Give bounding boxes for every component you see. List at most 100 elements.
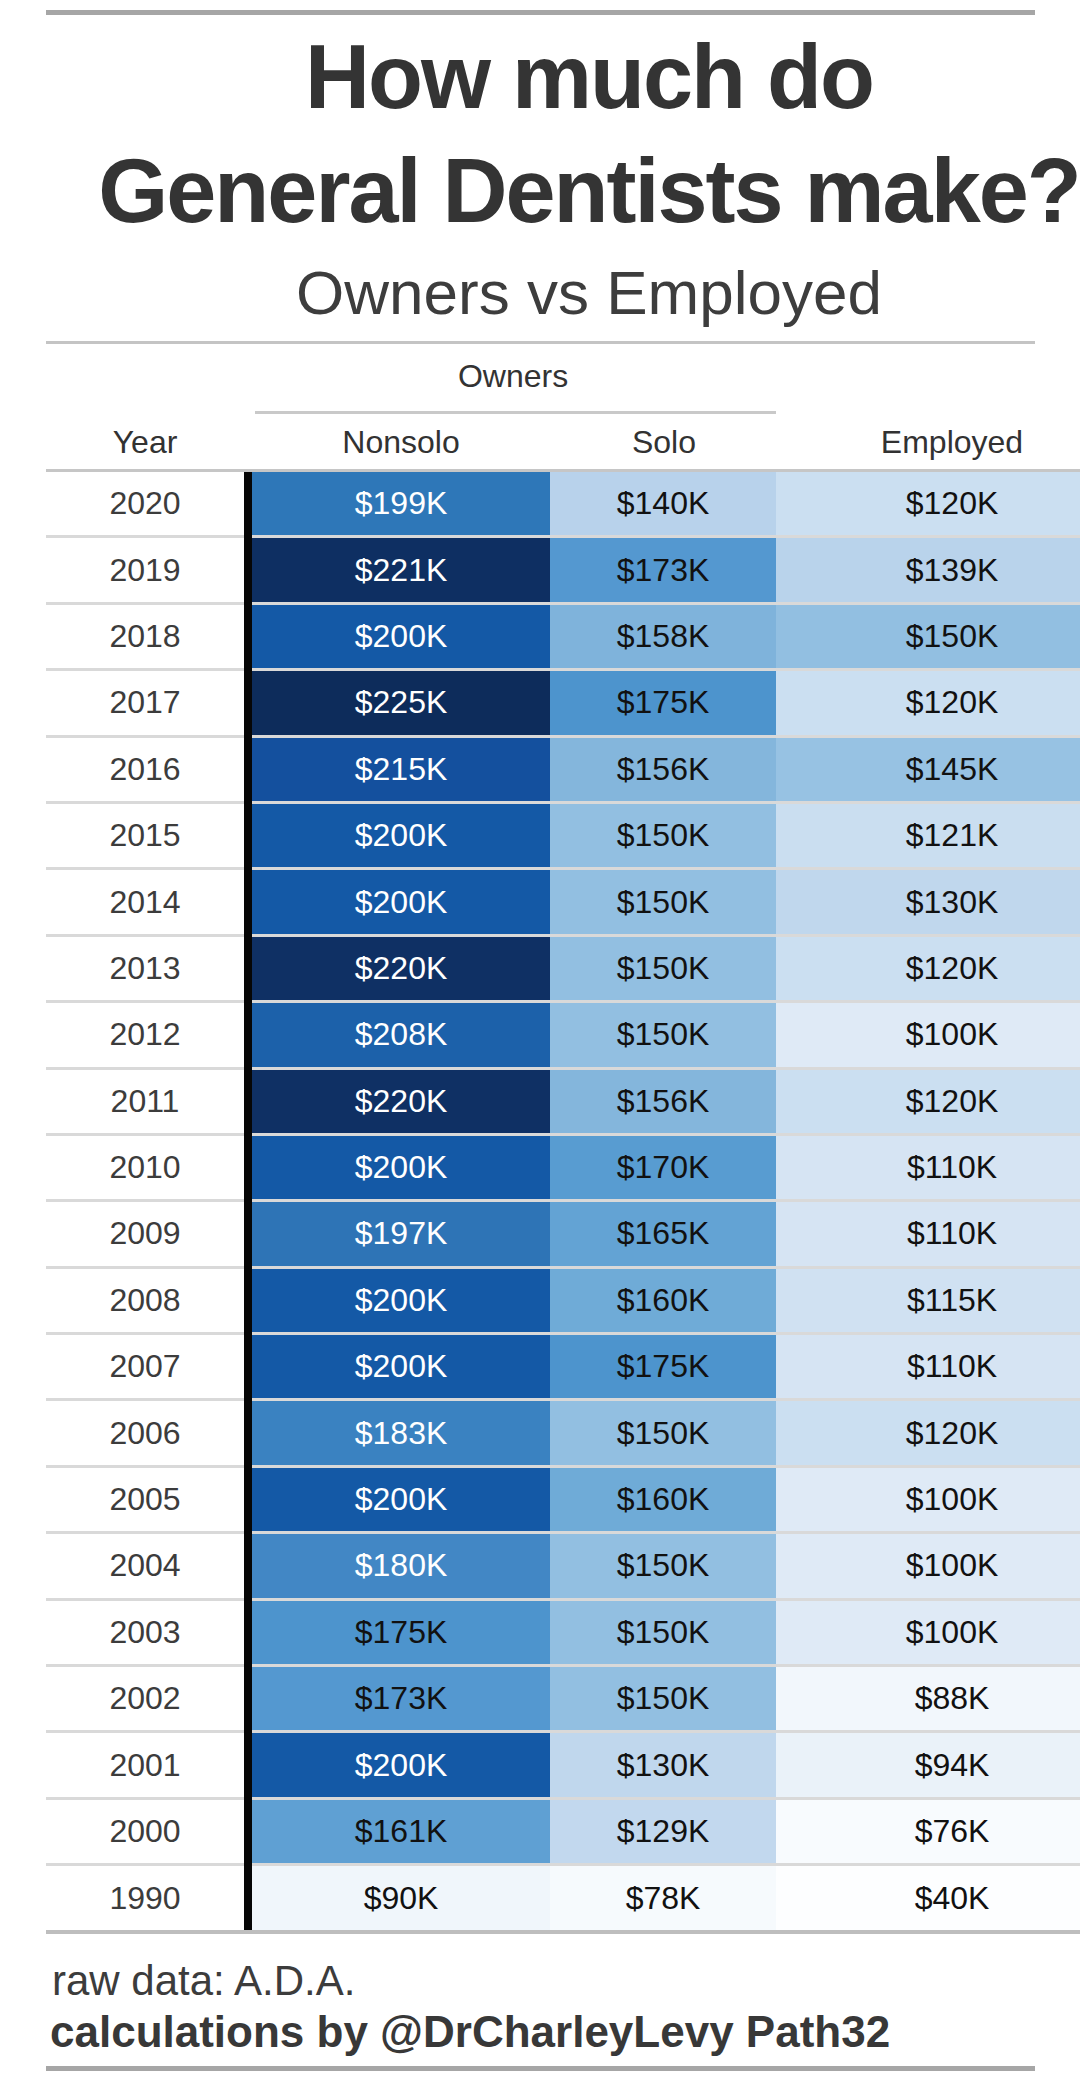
employed-value-cell: $120K [776, 671, 1080, 734]
table-rows: 2020$199K$140K$120K2019$221K$173K$139K20… [46, 472, 1080, 1930]
nonsolo-value-cell: $200K [252, 1136, 550, 1199]
table-row: 2001$200K$130K$94K [46, 1733, 1080, 1799]
solo-value-cell: $160K [550, 1468, 776, 1531]
employed-value-cell: $121K [776, 804, 1080, 867]
table-row: 2000$161K$129K$76K [46, 1800, 1080, 1866]
nonsolo-value-cell: $173K [252, 1667, 550, 1730]
year-label: 2017 [46, 671, 244, 734]
page-title-line1: How much do [305, 32, 873, 122]
employed-value-cell: $100K [776, 1534, 1080, 1597]
solo-value-cell: $156K [550, 738, 776, 801]
nonsolo-value-cell: $200K [252, 1468, 550, 1531]
table-row: 2006$183K$150K$120K [46, 1401, 1080, 1467]
table-row: 2004$180K$150K$100K [46, 1534, 1080, 1600]
solo-value-cell: $150K [550, 1401, 776, 1464]
year-label: 2004 [46, 1534, 244, 1597]
nonsolo-value-cell: $197K [252, 1202, 550, 1265]
solo-value-cell: $150K [550, 1534, 776, 1597]
solo-value-cell: $150K [550, 1003, 776, 1066]
employed-value-cell: $110K [776, 1202, 1080, 1265]
year-label: 2014 [46, 870, 244, 933]
column-header-year: Year [113, 426, 178, 458]
nonsolo-value-cell: $220K [252, 1070, 550, 1133]
solo-value-cell: $160K [550, 1269, 776, 1332]
nonsolo-value-cell: $200K [252, 605, 550, 668]
year-label: 2011 [46, 1070, 244, 1133]
year-label: 2013 [46, 937, 244, 1000]
nonsolo-value-cell: $90K [252, 1866, 550, 1930]
employed-value-cell: $120K [776, 472, 1080, 535]
source-note: raw data: A.D.A. [52, 1956, 355, 2006]
table-row: 2013$220K$150K$120K [46, 937, 1080, 1003]
table-row: 2014$200K$150K$130K [46, 870, 1080, 936]
nonsolo-value-cell: $215K [252, 738, 550, 801]
year-label: 1990 [46, 1866, 244, 1930]
credit-note: calculations by @DrCharleyLevy Path32 [50, 2006, 890, 2059]
year-label: 2005 [46, 1468, 244, 1531]
table-row: 1990$90K$78K$40K [46, 1866, 1080, 1930]
solo-value-cell: $150K [550, 937, 776, 1000]
solo-value-cell: $140K [550, 472, 776, 535]
employed-value-cell: $94K [776, 1733, 1080, 1796]
solo-value-cell: $150K [550, 1601, 776, 1664]
employed-value-cell: $110K [776, 1136, 1080, 1199]
table-row: 2002$173K$150K$88K [46, 1667, 1080, 1733]
solo-value-cell: $78K [550, 1866, 776, 1930]
table-row: 2011$220K$156K$120K [46, 1070, 1080, 1136]
year-label: 2010 [46, 1136, 244, 1199]
employed-value-cell: $150K [776, 605, 1080, 668]
employed-value-cell: $145K [776, 738, 1080, 801]
page-title-line2: General Dentists make? [98, 146, 1079, 236]
solo-value-cell: $150K [550, 870, 776, 933]
employed-value-cell: $120K [776, 1401, 1080, 1464]
column-header-solo: Solo [632, 426, 696, 458]
employed-value-cell: $100K [776, 1601, 1080, 1664]
nonsolo-value-cell: $221K [252, 538, 550, 601]
page-subtitle: Owners vs Employed [296, 262, 882, 324]
employed-value-cell: $115K [776, 1269, 1080, 1332]
solo-value-cell: $158K [550, 605, 776, 668]
solo-value-cell: $173K [550, 538, 776, 601]
table-row: 2018$200K$158K$150K [46, 605, 1080, 671]
column-header-employed: Employed [881, 426, 1023, 458]
table-row: 2008$200K$160K$115K [46, 1269, 1080, 1335]
year-label: 2006 [46, 1401, 244, 1464]
nonsolo-value-cell: $220K [252, 937, 550, 1000]
year-label: 2019 [46, 538, 244, 601]
year-label: 2002 [46, 1667, 244, 1730]
subtitle-divider-line [46, 341, 1035, 344]
income-heatmap-table: 2020$199K$140K$120K2019$221K$173K$139K20… [46, 469, 1080, 1934]
year-label: 2008 [46, 1269, 244, 1332]
nonsolo-value-cell: $200K [252, 870, 550, 933]
solo-value-cell: $170K [550, 1136, 776, 1199]
year-label: 2007 [46, 1335, 244, 1398]
table-row: 2003$175K$150K$100K [46, 1601, 1080, 1667]
employed-value-cell: $139K [776, 538, 1080, 601]
nonsolo-value-cell: $199K [252, 472, 550, 535]
nonsolo-value-cell: $200K [252, 1269, 550, 1332]
solo-value-cell: $175K [550, 671, 776, 734]
solo-value-cell: $165K [550, 1202, 776, 1265]
bottom-divider-line [46, 2066, 1035, 2071]
solo-value-cell: $175K [550, 1335, 776, 1398]
employed-value-cell: $76K [776, 1800, 1080, 1863]
table-row: 2010$200K$170K$110K [46, 1136, 1080, 1202]
column-header-nonsolo: Nonsolo [342, 426, 459, 458]
table-row: 2015$200K$150K$121K [46, 804, 1080, 870]
employed-value-cell: $100K [776, 1468, 1080, 1531]
table-row: 2017$225K$175K$120K [46, 671, 1080, 737]
employed-value-cell: $110K [776, 1335, 1080, 1398]
year-label: 2012 [46, 1003, 244, 1066]
year-label: 2001 [46, 1733, 244, 1796]
table-row: 2012$208K$150K$100K [46, 1003, 1080, 1069]
nonsolo-value-cell: $200K [252, 804, 550, 867]
nonsolo-value-cell: $200K [252, 1733, 550, 1796]
table-row: 2005$200K$160K$100K [46, 1468, 1080, 1534]
nonsolo-value-cell: $183K [252, 1401, 550, 1464]
nonsolo-value-cell: $200K [252, 1335, 550, 1398]
employed-value-cell: $120K [776, 937, 1080, 1000]
top-divider-line [46, 10, 1035, 15]
year-label: 2018 [46, 605, 244, 668]
year-divider-bar [244, 472, 252, 1930]
year-label: 2009 [46, 1202, 244, 1265]
